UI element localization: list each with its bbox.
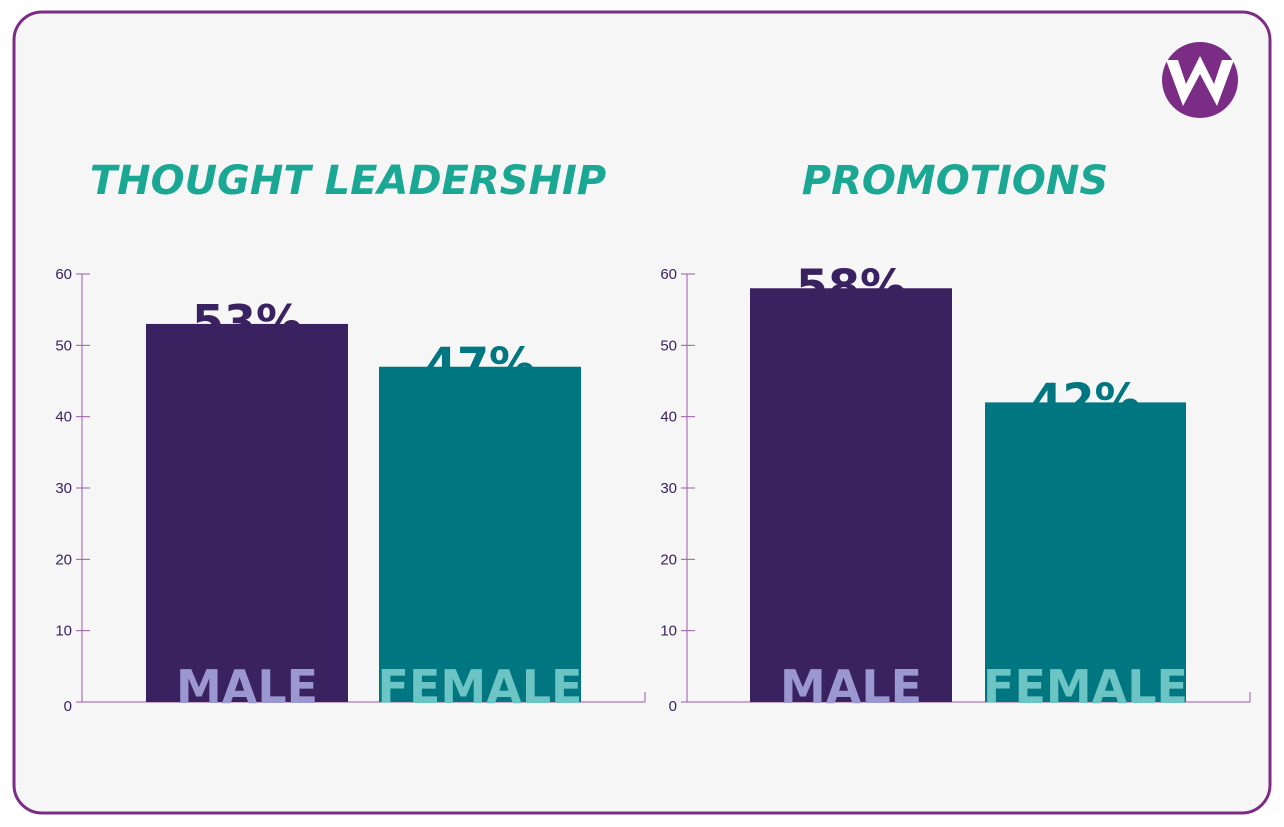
bar [379,366,581,702]
y-tick-label: 20 [660,551,677,568]
y-tick-label: 40 [660,409,677,426]
bar [750,288,952,702]
y-tick-label: 10 [55,623,72,640]
y-tick-label: 50 [660,337,677,354]
y-tick-label: 60 [55,266,72,283]
y-tick-label: 0 [669,698,677,715]
y-tick-label: 60 [660,266,677,283]
category-label: MALE [780,660,922,714]
value-label: 53% [192,295,302,349]
value-label: 42% [1030,373,1140,427]
value-label: 58% [796,259,906,313]
bar [146,323,348,702]
category-label: FEMALE [983,660,1188,714]
chart-title: PROMOTIONS [802,158,1108,204]
chart-title: THOUGHT LEADERSHIP [90,158,606,204]
y-tick-label: 20 [55,551,72,568]
y-tick-label: 0 [64,698,72,715]
category-label: FEMALE [378,660,583,714]
y-tick-label: 30 [660,480,677,497]
y-tick-label: 40 [55,409,72,426]
y-tick-label: 30 [55,480,72,497]
category-label: MALE [176,660,318,714]
bar [985,402,1186,702]
y-tick-label: 10 [660,623,677,640]
logo [1162,42,1238,118]
value-label: 47% [425,338,535,392]
y-tick-label: 50 [55,337,72,354]
